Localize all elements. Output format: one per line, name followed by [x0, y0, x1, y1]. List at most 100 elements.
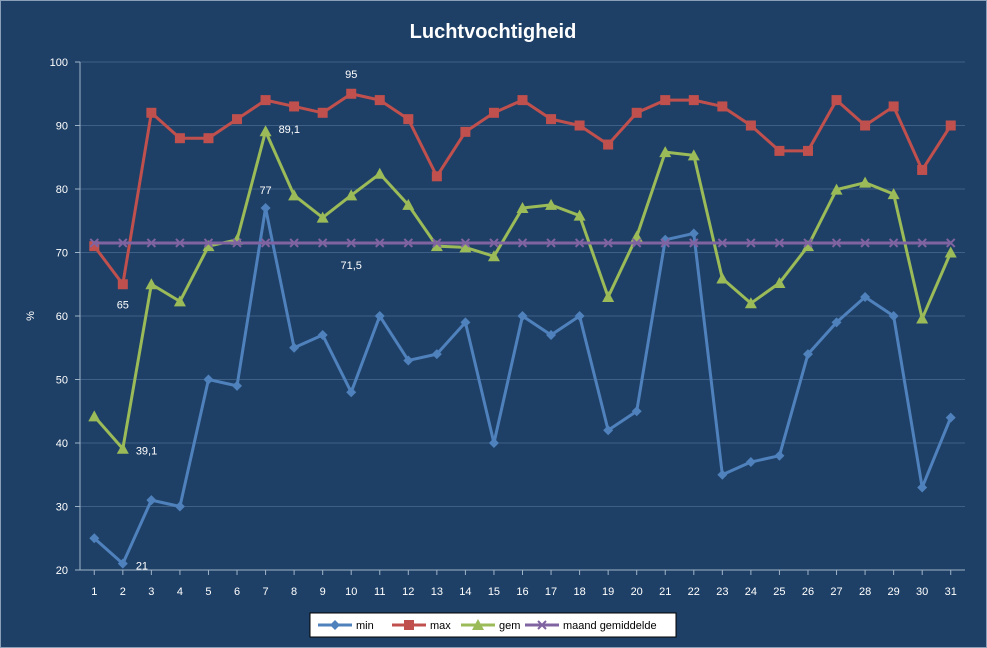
legend-entry-min: min [318, 620, 374, 632]
data-point-gem [202, 240, 215, 252]
data-point-max [945, 120, 956, 131]
data-point-min [831, 317, 842, 328]
data-point-max [289, 101, 300, 112]
series-line-gem [93, 129, 953, 451]
data-point-maand-gemiddelde [574, 238, 585, 248]
legend-marker-maand-gemiddelde [537, 620, 547, 630]
data-point-gem [430, 240, 443, 252]
data-point-maand-gemiddelde [317, 238, 328, 248]
data-point-max [260, 95, 271, 106]
data-point-min [174, 501, 185, 512]
data-point-gem [259, 125, 272, 137]
data-point-maand-gemiddelde [888, 238, 899, 248]
data-point-gem [744, 297, 757, 309]
data-point-maand-gemiddelde [860, 238, 870, 248]
x-tick-label: 3 [148, 586, 154, 598]
data-point-gem [316, 211, 329, 223]
data-point-maand-gemiddelde [118, 238, 128, 248]
x-tick-label: 5 [205, 586, 211, 598]
series-maand-gemiddelde [89, 238, 956, 248]
x-tick-label: 20 [631, 586, 643, 598]
data-point-gem [88, 410, 101, 422]
data-point-max [174, 133, 185, 144]
y-tick-label: 70 [56, 248, 68, 260]
data-point-min [917, 482, 928, 493]
data-point-maand-gemiddelde [517, 238, 528, 248]
data-point-min [802, 349, 813, 360]
data-label: 71,5 [340, 260, 361, 272]
data-point-gem [516, 202, 529, 214]
y-tick-label: 80 [56, 184, 68, 196]
x-tick-label: 29 [888, 586, 900, 598]
data-labels: 21 77 65 95 39,1 89,1 71,5 [117, 69, 362, 573]
data-point-gem [145, 278, 158, 290]
y-tick-label: 60 [56, 311, 68, 323]
data-point-min [888, 311, 899, 321]
data-point-maand-gemiddelde [203, 238, 214, 248]
data-point-min [488, 438, 499, 448]
data-point-min [289, 342, 300, 353]
data-point-maand-gemiddelde [89, 238, 99, 248]
data-point-gem [573, 209, 586, 221]
data-point-gem [716, 272, 729, 284]
x-tick-label: 7 [263, 586, 269, 598]
data-point-min [403, 355, 414, 366]
legend-label-min: min [356, 620, 374, 632]
data-point-max [631, 107, 642, 118]
legend-marker-min [330, 620, 340, 630]
data-point-min [431, 349, 442, 360]
data-point-max [403, 114, 414, 125]
series-min [89, 203, 956, 569]
x-tick-label: 19 [602, 586, 614, 598]
x-tick-label: 9 [320, 586, 326, 598]
x-tick-label: 4 [177, 586, 183, 598]
data-point-gem [487, 250, 500, 262]
data-label: 95 [345, 69, 357, 81]
data-point-min [717, 469, 728, 480]
data-point-max [802, 145, 813, 156]
x-tick-label: 15 [488, 586, 500, 598]
data-point-gem [887, 188, 900, 200]
x-tick-label: 2 [120, 586, 126, 598]
data-point-maand-gemiddelde [689, 238, 699, 248]
data-point-maand-gemiddelde [831, 238, 842, 248]
data-point-gem [801, 240, 814, 252]
legend-label-maand-gemiddelde: maand gemiddelde [563, 620, 657, 632]
x-tick-label: 31 [945, 586, 957, 598]
data-point-max [232, 114, 243, 125]
x-tick-label: 26 [802, 586, 814, 598]
x-tick-label: 18 [573, 586, 585, 598]
data-point-maand-gemiddelde [546, 238, 556, 248]
x-tick-label: 16 [516, 586, 528, 598]
data-point-min [745, 457, 756, 468]
legend-marker-max [404, 620, 414, 630]
data-point-min [260, 203, 271, 214]
x-tick-label: 13 [431, 586, 443, 598]
data-point-maand-gemiddelde [232, 238, 242, 248]
data-point-max [774, 145, 785, 156]
y-tick-label: 90 [56, 121, 68, 133]
data-point-max [117, 279, 128, 290]
data-point-min [688, 228, 699, 239]
x-tick-label: 22 [688, 586, 700, 598]
x-tick-label: 28 [859, 586, 871, 598]
data-point-maand-gemiddelde [746, 238, 756, 248]
x-tick-label: 6 [234, 586, 240, 598]
legend-entry-max: max [392, 620, 451, 632]
data-point-maand-gemiddelde [289, 238, 299, 248]
y-axis-title: % [25, 311, 37, 321]
data-point-max [745, 120, 756, 131]
data-point-gem [402, 198, 415, 210]
legend-entry-maand-gemiddelde: maand gemiddelde [525, 620, 657, 632]
data-point-max [860, 120, 871, 131]
data-point-gem [859, 176, 872, 188]
data-point-max [660, 95, 671, 106]
data-point-maand-gemiddelde [603, 238, 613, 248]
data-point-gem [916, 312, 929, 324]
data-label: 89,1 [279, 124, 300, 136]
data-label: 21 [136, 561, 148, 573]
data-point-maand-gemiddelde [260, 238, 271, 248]
x-tick-label: 12 [402, 586, 414, 598]
chart-title: Luchtvochtigheid [410, 21, 577, 43]
